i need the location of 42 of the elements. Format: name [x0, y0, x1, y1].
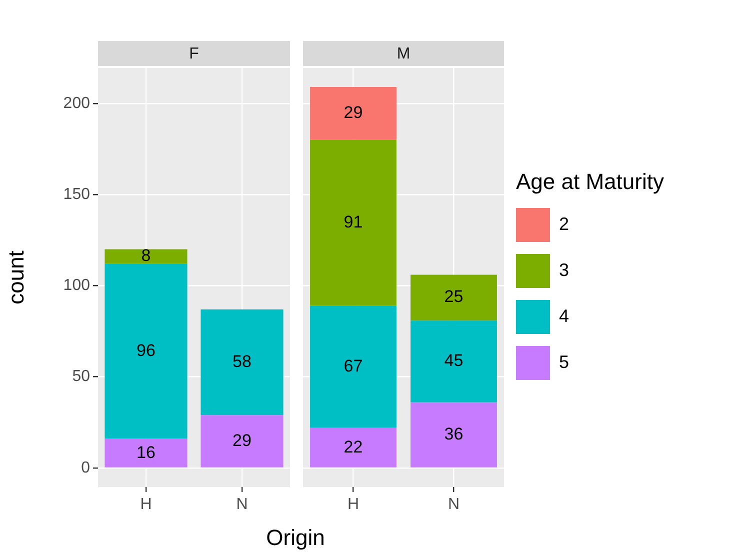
bar [310, 306, 396, 428]
data-label: 58 [232, 352, 252, 371]
legend-label: 3 [559, 260, 570, 280]
legend-label: 2 [559, 214, 570, 234]
bar [410, 402, 497, 468]
x-tick-label: N [448, 496, 460, 514]
data-label: 22 [344, 437, 363, 456]
legend-label: 5 [559, 352, 570, 372]
data-label: 16 [136, 442, 156, 462]
y-tick-label: 200 [63, 94, 90, 112]
bar [104, 264, 188, 439]
data-label: 45 [444, 351, 464, 370]
bar [200, 309, 284, 416]
data-label: 36 [444, 424, 464, 444]
y-tick-label: 150 [63, 186, 90, 203]
data-label: 91 [344, 212, 363, 232]
data-label: 67 [344, 356, 363, 376]
data-label: 29 [232, 430, 252, 450]
y-tick-label: 100 [63, 277, 90, 294]
bar [310, 87, 396, 140]
x-tick-label: H [140, 496, 152, 514]
data-label: 29 [344, 103, 363, 122]
x-tick-label: H [347, 496, 360, 514]
data-label: 25 [444, 287, 464, 306]
chart-title: F [189, 45, 200, 62]
x-tick-label: N [236, 496, 248, 514]
data-label: 8 [141, 246, 151, 266]
bar [410, 274, 497, 320]
legend-title: Age at Maturity [516, 169, 664, 194]
bar [310, 428, 396, 468]
bar [200, 415, 284, 468]
y-tick-label: 0 [81, 459, 90, 476]
y-tick-label: 50 [72, 368, 90, 386]
legend-label: 4 [559, 306, 570, 326]
bar [104, 438, 188, 468]
chart-title: M [396, 45, 410, 62]
data-label: 96 [136, 341, 156, 360]
x-axis-title: Origin [265, 525, 326, 551]
y-axis-title: count [3, 250, 28, 304]
bar [410, 320, 497, 402]
bar [104, 249, 188, 264]
bar [310, 140, 396, 306]
